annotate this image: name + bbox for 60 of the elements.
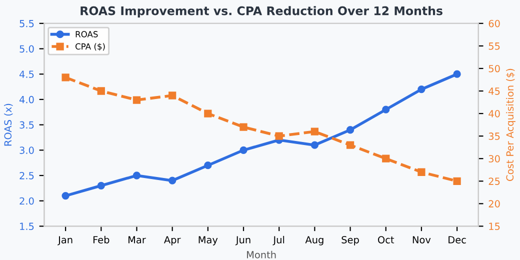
point	[240, 123, 248, 131]
x-axis-title: Month	[247, 250, 276, 258]
point	[382, 154, 390, 162]
x-tick-label: Apr	[164, 236, 181, 246]
x-tick-label: Jul	[272, 236, 284, 246]
x-tick-label: Jan	[58, 236, 72, 246]
point	[97, 87, 105, 95]
point	[97, 182, 105, 190]
point	[62, 74, 70, 82]
y-axis-title: ROAS (x)	[4, 104, 13, 146]
x-tick-label: Oct	[378, 236, 394, 244]
point	[418, 168, 426, 176]
y-tick-label: 3.5	[20, 121, 34, 129]
point	[418, 85, 426, 94]
y-tick-label: 4.5	[19, 70, 34, 78]
x-tick-label: Feb	[93, 236, 110, 244]
chart-title: ROAS Improvement vs. CPA Reduction Over 12 Months	[80, 6, 442, 18]
y2-tick-label: 15	[489, 222, 500, 230]
point	[168, 92, 176, 100]
y2-tick-label: 30	[488, 155, 500, 162]
y2-axis-title: Cost Per Acquisition ($)	[506, 68, 516, 181]
y2-tick-label: 60	[488, 20, 500, 28]
y-tick-label: 3.0	[20, 146, 34, 154]
x-tick-label: Nov	[412, 236, 431, 244]
point	[310, 128, 319, 136]
y-tick-label: 2.5	[20, 172, 34, 180]
point	[346, 141, 354, 149]
point	[62, 192, 70, 200]
y-tick-label: 5.5	[20, 20, 34, 28]
point	[168, 176, 176, 184]
point	[275, 132, 283, 140]
y-tick-label: 5.0	[20, 45, 34, 53]
x-tick-label: Jun	[235, 236, 250, 246]
y2-tick-label: 45	[488, 88, 500, 95]
point	[453, 177, 461, 185]
point	[204, 110, 212, 118]
y2-tick-label: 25	[488, 178, 500, 185]
y2-tick-label: 35	[488, 132, 500, 140]
y2-tick-label: 55	[488, 42, 500, 50]
y2-tick-label: 20	[488, 200, 500, 208]
point	[382, 106, 390, 114]
legend-label: CPA ($)	[76, 43, 105, 51]
y2-tick-label: 40	[488, 110, 500, 118]
point	[132, 96, 141, 104]
legend-label: ROAS	[76, 31, 98, 38]
point	[310, 141, 319, 149]
y-tick-label: 2.0	[20, 197, 34, 205]
y2-tick-label: 50	[488, 64, 500, 72]
x-tick-label: Dec	[448, 236, 466, 244]
y-tick-label: 4.0	[19, 96, 34, 104]
point	[204, 162, 212, 170]
point	[240, 146, 248, 154]
point	[453, 70, 461, 78]
x-tick-label: Aug	[305, 236, 324, 246]
y-tick-label: 1.5	[20, 222, 34, 230]
x-tick-label: Mar	[128, 236, 146, 244]
x-tick-label: May	[198, 236, 218, 246]
point	[346, 126, 354, 134]
x-tick-label: Sep	[342, 236, 359, 246]
point	[132, 172, 141, 180]
